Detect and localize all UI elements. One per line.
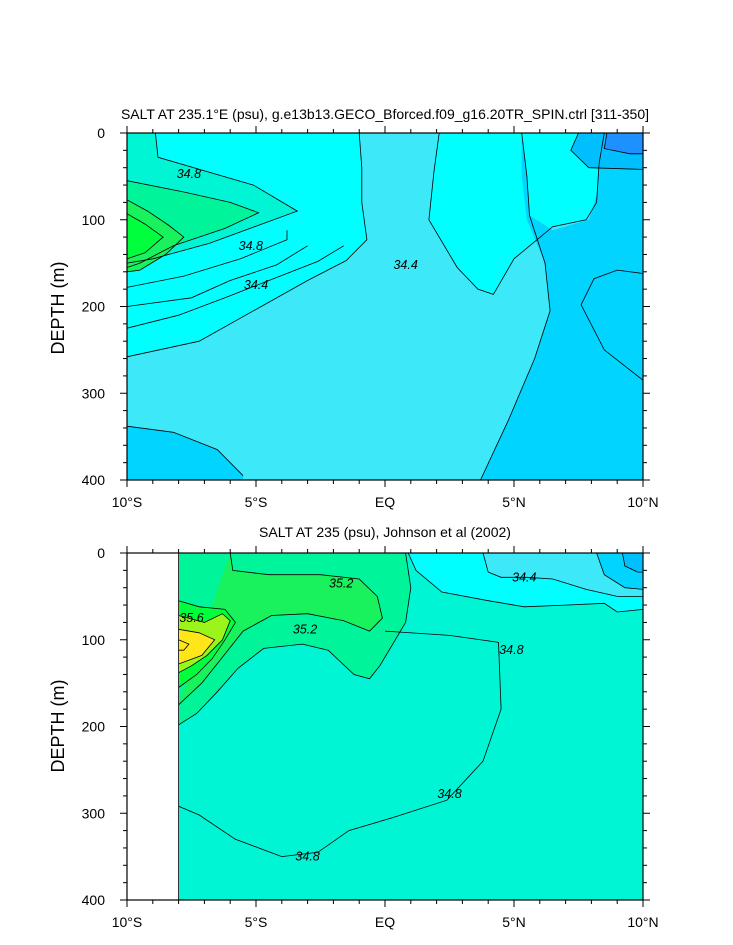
contour-line [570,133,643,170]
contour-value-label: 35.2 [293,622,317,636]
contour-line [127,213,164,260]
contour-value-label: 34.4 [244,278,268,292]
bottom-y-axis-label: DEPTH (m) [48,680,68,773]
top-y-axis-label: DEPTH (m) [48,262,68,355]
contour-value-label: 34.8 [239,239,263,253]
axis-ticks [120,126,650,487]
contour-line [127,245,308,307]
x-tick-label: 10°N [627,494,658,510]
x-tick-label: 10°S [112,914,143,930]
y-tick-label: 100 [82,212,106,228]
y-tick-label: 200 [82,299,106,315]
contour-line [480,133,551,480]
contour-value-label: 35.2 [329,576,353,590]
contour-line [603,133,643,155]
x-tick-label: EQ [375,914,395,930]
contour-line [407,553,643,613]
top-contour-panel: SALT AT 235.1°E (psu), g.e13b13.GECO_Bfo… [48,106,659,510]
contour-line [178,553,383,706]
contour-value-label: 35.6 [179,611,203,625]
contour-line [580,269,643,381]
bottom-contour-panel: SALT AT 235 (psu), Johnson et al (2002) … [48,524,659,930]
x-tick-label: 5°S [245,494,268,510]
plot-area: 34.8 34.8 34.4 34.4 [127,133,643,480]
contour-line [127,230,288,288]
bottom-panel-title: SALT AT 235 (psu), Johnson et al (2002) [259,524,511,540]
contour-value-label: 34.8 [437,787,461,801]
x-tick-label: 10°S [112,494,143,510]
contour-line [127,199,185,273]
contour-value-label: 34.8 [295,850,319,864]
y-tick-label: 300 [82,385,106,401]
contour-value-label: 34.8 [499,643,523,657]
y-tick-label: 0 [97,545,105,561]
salinity-band-35-8 [178,629,215,664]
salinity-band-34-2 [480,133,643,480]
contour-line [596,553,643,590]
salinity-band-34-4 [127,133,643,480]
salinity-band-35-2 [178,553,383,705]
top-panel-title: SALT AT 235.1°E (psu), g.e13b13.GECO_Bfo… [121,106,649,122]
x-tick-label: 5°S [245,914,268,930]
y-tick-label: 100 [82,632,106,648]
contour-value-label: 34.4 [393,258,417,272]
contour-line [127,245,344,329]
contour-line [178,628,216,665]
contour-line [127,425,244,476]
contour-line [178,630,502,858]
contour-line [178,613,231,674]
x-tick-label: EQ [375,494,395,510]
contour-line [127,133,368,358]
y-tick-label: 300 [82,805,106,821]
plot-area: 35.2 35.6 35.2 34.8 34.4 34.8 34.8 [178,553,643,900]
x-tick-label: 5°N [502,914,526,930]
contour-line [428,133,605,295]
contour-value-label: 34.4 [512,570,536,584]
salinity-band-35-4 [127,213,164,259]
salinity-band-33-8 [604,133,643,154]
y-tick-label: 200 [82,719,106,735]
contour-line [178,553,412,726]
contour-line [178,600,236,688]
contour-line [482,553,643,597]
y-tick-label: 400 [82,892,106,908]
salinity-band-34-2 [127,426,244,480]
axis-ticks [120,546,650,907]
contour-line [622,553,643,573]
x-tick-label: 10°N [627,914,658,930]
y-tick-label: 0 [97,125,105,141]
contour-line [178,639,190,651]
y-tick-label: 400 [82,472,106,488]
contour-value-label: 34.8 [177,167,201,181]
salinity-band-34-0 [622,553,643,573]
contour-line [127,133,299,264]
x-tick-label: 5°N [502,494,526,510]
